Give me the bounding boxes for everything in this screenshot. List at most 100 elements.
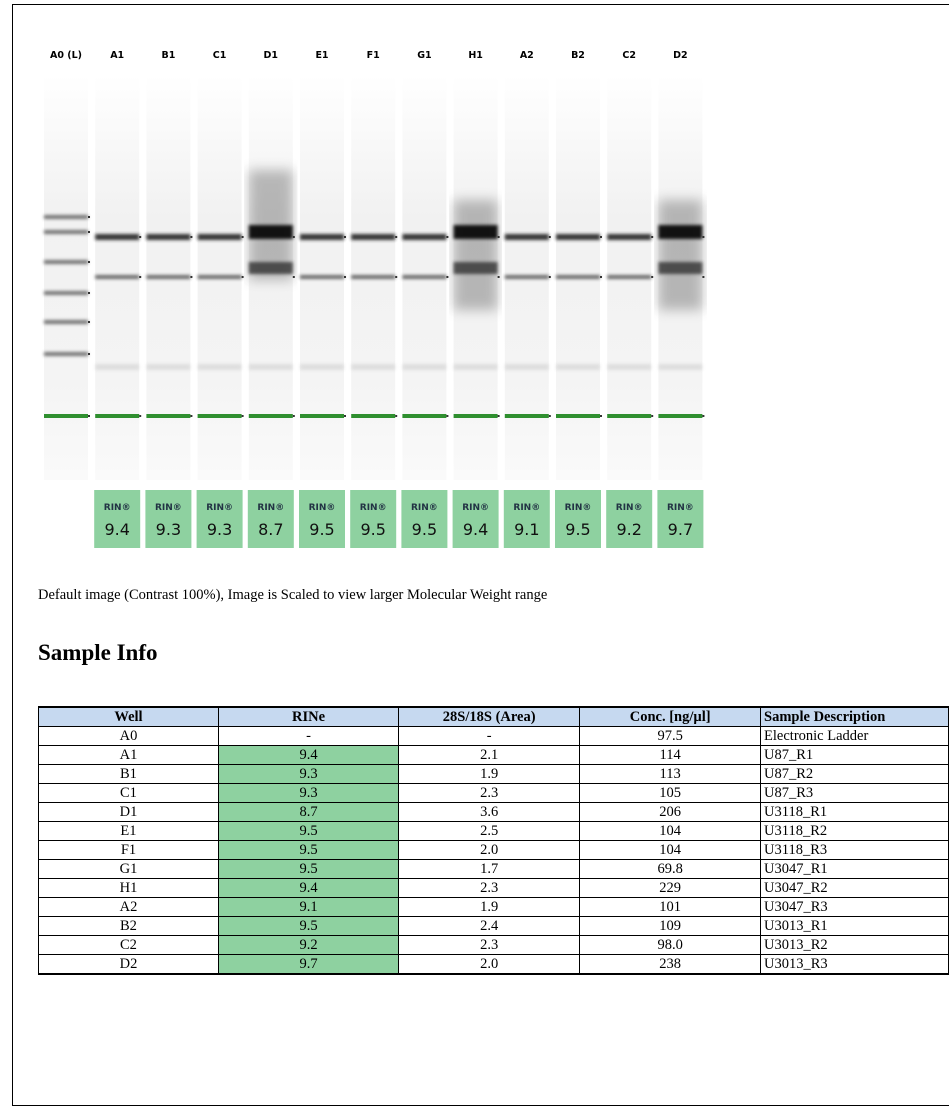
table-cell: 229 (580, 879, 761, 898)
band-tick (549, 236, 551, 238)
band-tick (549, 415, 551, 417)
marker-band (44, 414, 88, 418)
table-cell: A2 (39, 898, 219, 917)
rin-value: 9.7 (668, 520, 693, 539)
rin-label: RIN® (206, 503, 233, 513)
band-tick (88, 261, 90, 263)
band-tick (344, 276, 346, 278)
band-tick (88, 353, 90, 355)
table-cell: U3047_R3 (761, 898, 949, 917)
rin-badge (197, 490, 243, 548)
marker-band (95, 414, 139, 418)
band-tick (702, 276, 704, 278)
lane-label: D2 (673, 50, 688, 61)
band-18s (249, 262, 293, 274)
table-cell: 238 (580, 955, 761, 975)
band-tick (139, 276, 141, 278)
lane-label: B2 (571, 50, 585, 61)
column-header: Well (39, 707, 219, 727)
table-cell: 9.4 (218, 879, 398, 898)
table-cell: B1 (39, 765, 219, 784)
table-cell: 113 (580, 765, 761, 784)
table-cell: H1 (39, 879, 219, 898)
rin-value: 9.2 (616, 520, 641, 539)
table-cell: 9.7 (218, 955, 398, 975)
band-28s (351, 234, 395, 240)
rin-label: RIN® (309, 503, 336, 513)
band-tick (139, 415, 141, 417)
table-cell: 2.5 (399, 822, 580, 841)
smear (658, 200, 702, 310)
table-cell: 2.3 (399, 936, 580, 955)
table-cell: U3047_R1 (761, 860, 949, 879)
rin-value: 9.1 (514, 520, 539, 539)
rin-label: RIN® (257, 503, 284, 513)
band-18s (146, 275, 190, 279)
rin-badge (299, 490, 345, 548)
table-cell: 9.5 (218, 841, 398, 860)
lane-label: D1 (264, 50, 279, 61)
rin-label: RIN® (616, 503, 643, 513)
column-header: Conc. [ng/µl] (580, 707, 761, 727)
rin-value: 9.5 (412, 520, 437, 539)
table-cell: 3.6 (399, 803, 580, 822)
table-cell: U3013_R1 (761, 917, 949, 936)
lane-label: B1 (161, 50, 175, 61)
band-tick (498, 276, 500, 278)
band-tick (549, 276, 551, 278)
column-header: RINe (218, 707, 398, 727)
band-18s (607, 275, 651, 279)
rin-badge (453, 490, 499, 548)
band-faint (351, 364, 395, 370)
table-cell: E1 (39, 822, 219, 841)
table-cell: F1 (39, 841, 219, 860)
rin-label: RIN® (155, 503, 182, 513)
table-cell: D1 (39, 803, 219, 822)
table-cell: - (218, 727, 398, 746)
band-tick (395, 236, 397, 238)
table-cell: U87_R3 (761, 784, 949, 803)
table-cell: C1 (39, 784, 219, 803)
band-18s (402, 275, 446, 279)
lane-label: A1 (110, 50, 124, 61)
rin-label: RIN® (513, 503, 540, 513)
ladder-band (44, 291, 88, 295)
rin-value: 9.4 (104, 520, 129, 539)
band-tick (190, 236, 192, 238)
band-18s (454, 262, 498, 274)
rin-badge (248, 490, 294, 548)
band-28s (454, 225, 498, 239)
band-tick (651, 276, 653, 278)
band-faint (454, 364, 498, 370)
band-28s (607, 234, 651, 240)
table-cell: 2.4 (399, 917, 580, 936)
column-header: 28S/18S (Area) (399, 707, 580, 727)
table-row: C29.22.398.0U3013_R2 (39, 936, 949, 955)
ladder-band (44, 320, 88, 324)
table-cell: 2.0 (399, 955, 580, 975)
section-title: Sample Info (38, 640, 158, 666)
table-cell: 2.3 (399, 879, 580, 898)
gel-image: A0 (L)A1RIN®9.4B1RIN®9.3C1RIN®9.3D1RIN®8… (0, 0, 949, 560)
band-tick (293, 415, 295, 417)
table-cell: 105 (580, 784, 761, 803)
marker-band (658, 414, 702, 418)
band-28s (146, 234, 190, 240)
table-cell: G1 (39, 860, 219, 879)
band-tick (344, 236, 346, 238)
band-28s (249, 225, 293, 239)
ladder-band (44, 215, 88, 219)
rin-label: RIN® (411, 503, 438, 513)
rin-value: 9.5 (360, 520, 385, 539)
band-faint (658, 364, 702, 370)
table-row: D18.73.6206U3118_R1 (39, 803, 949, 822)
table-cell: 1.7 (399, 860, 580, 879)
rin-badge (350, 490, 396, 548)
marker-band (300, 414, 344, 418)
band-tick (600, 415, 602, 417)
table-cell: 2.3 (399, 784, 580, 803)
